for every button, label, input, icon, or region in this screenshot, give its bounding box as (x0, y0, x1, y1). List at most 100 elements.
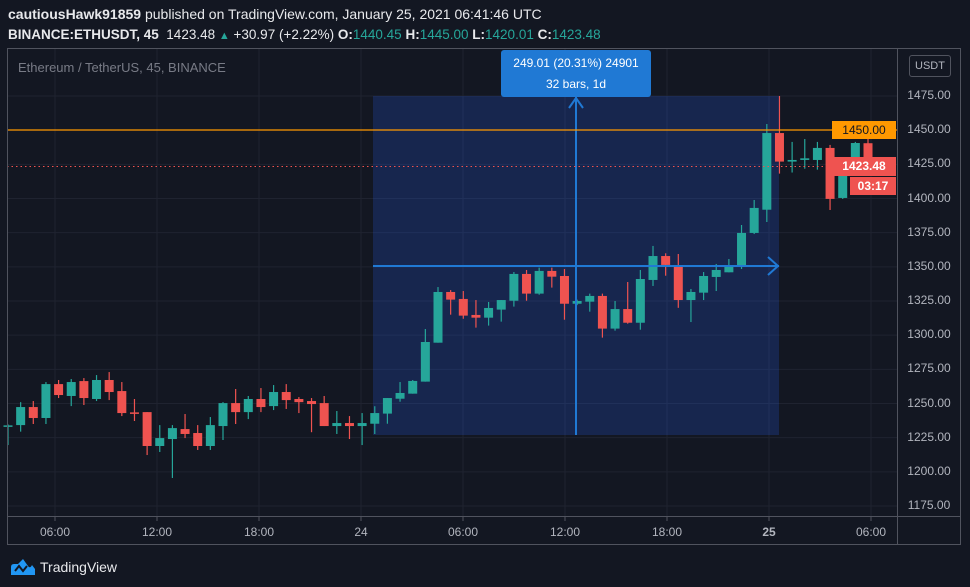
price-tick-label: 1200.00 (907, 463, 951, 478)
candle[interactable] (370, 406, 380, 434)
candle[interactable] (155, 425, 165, 453)
candle[interactable] (825, 144, 835, 210)
candle-body (774, 133, 784, 162)
candle[interactable] (16, 402, 26, 432)
tradingview-brand[interactable]: TradingView (10, 558, 117, 576)
candle[interactable] (231, 389, 241, 424)
candle-body (433, 291, 443, 343)
time-tick-label: 24 (354, 525, 368, 539)
candle[interactable] (471, 300, 481, 328)
candle-body (395, 392, 405, 399)
candle[interactable] (307, 398, 317, 433)
candle[interactable] (433, 287, 443, 343)
candle[interactable] (319, 395, 329, 427)
arrow-right-icon (767, 256, 780, 276)
currency-button[interactable]: USDT (909, 55, 951, 77)
candle[interactable] (357, 413, 367, 446)
candle[interactable] (129, 398, 139, 421)
candle[interactable] (294, 397, 304, 414)
candle[interactable] (408, 379, 418, 394)
candle[interactable] (420, 329, 430, 382)
time-tick-label: 06:00 (447, 525, 479, 539)
candle[interactable] (559, 269, 569, 320)
price-tick-label: 1325.00 (907, 293, 951, 307)
candle[interactable] (193, 425, 203, 450)
bar-countdown: 03:17 (850, 177, 896, 195)
candle[interactable] (534, 267, 544, 295)
candle[interactable] (610, 301, 620, 331)
candle-body (79, 381, 89, 399)
candle-body (572, 301, 582, 304)
candle[interactable] (28, 401, 38, 424)
candle-body (294, 398, 304, 403)
candles (3, 96, 873, 478)
candle[interactable] (800, 139, 810, 169)
candle[interactable] (749, 200, 759, 235)
candle[interactable] (496, 300, 506, 322)
candle[interactable] (79, 378, 89, 406)
candle-body (92, 379, 102, 399)
candle[interactable] (54, 379, 64, 399)
time-tick-label: 18:00 (651, 525, 683, 539)
candle[interactable] (281, 384, 291, 409)
candle[interactable] (572, 299, 582, 306)
candle[interactable] (344, 416, 354, 440)
low-label: L: (472, 27, 486, 42)
candle-body (54, 384, 64, 396)
candle[interactable] (256, 388, 266, 413)
candle[interactable] (623, 282, 633, 324)
candle[interactable] (458, 291, 468, 319)
candle-body (522, 273, 532, 294)
candle[interactable] (92, 375, 102, 402)
candle[interactable] (787, 141, 797, 173)
time-tick-label: 06:00 (855, 525, 887, 539)
candle[interactable] (774, 96, 784, 174)
candle[interactable] (635, 269, 645, 330)
candle[interactable] (66, 379, 76, 407)
candle-body (534, 270, 544, 294)
high-label: H: (405, 27, 420, 42)
low-value: 1420.01 (485, 27, 534, 42)
candle[interactable] (104, 372, 114, 401)
candle-body (623, 309, 633, 323)
candle[interactable] (205, 417, 215, 450)
author-name[interactable]: cautiousHawk91859 (8, 6, 142, 22)
price-tick-label: 1275.00 (907, 361, 951, 376)
candle[interactable] (41, 382, 51, 424)
candle-body (699, 275, 709, 293)
candle[interactable] (597, 293, 607, 338)
candle[interactable] (673, 253, 683, 308)
candle[interactable] (243, 395, 253, 420)
grid (8, 49, 897, 516)
candle[interactable] (269, 385, 279, 411)
candle[interactable] (218, 402, 228, 440)
candle[interactable] (711, 263, 721, 292)
candle[interactable] (699, 272, 709, 301)
candle[interactable] (686, 288, 696, 323)
candle[interactable] (522, 269, 532, 301)
candle[interactable] (167, 425, 177, 478)
candle[interactable] (762, 124, 772, 223)
candle[interactable] (446, 290, 456, 315)
candle-body (420, 342, 430, 382)
candle[interactable] (737, 225, 747, 270)
price-tick-label: 1475.00 (907, 88, 951, 102)
candle-body (66, 382, 76, 396)
candle[interactable] (180, 414, 190, 439)
candle[interactable] (509, 272, 519, 307)
candle[interactable] (117, 382, 127, 417)
candle[interactable] (382, 398, 392, 424)
candle[interactable] (547, 267, 557, 288)
candle[interactable] (585, 293, 595, 312)
candle-body (711, 269, 721, 277)
candle[interactable] (484, 301, 494, 326)
candle-body (446, 291, 456, 300)
candle[interactable] (142, 412, 152, 456)
close-value: 1423.48 (551, 27, 601, 42)
published-text: published on TradingView.com, January 25… (144, 6, 542, 22)
candle[interactable] (332, 411, 342, 434)
candle[interactable] (812, 141, 822, 170)
candle[interactable] (395, 382, 405, 402)
candle[interactable] (661, 253, 671, 276)
